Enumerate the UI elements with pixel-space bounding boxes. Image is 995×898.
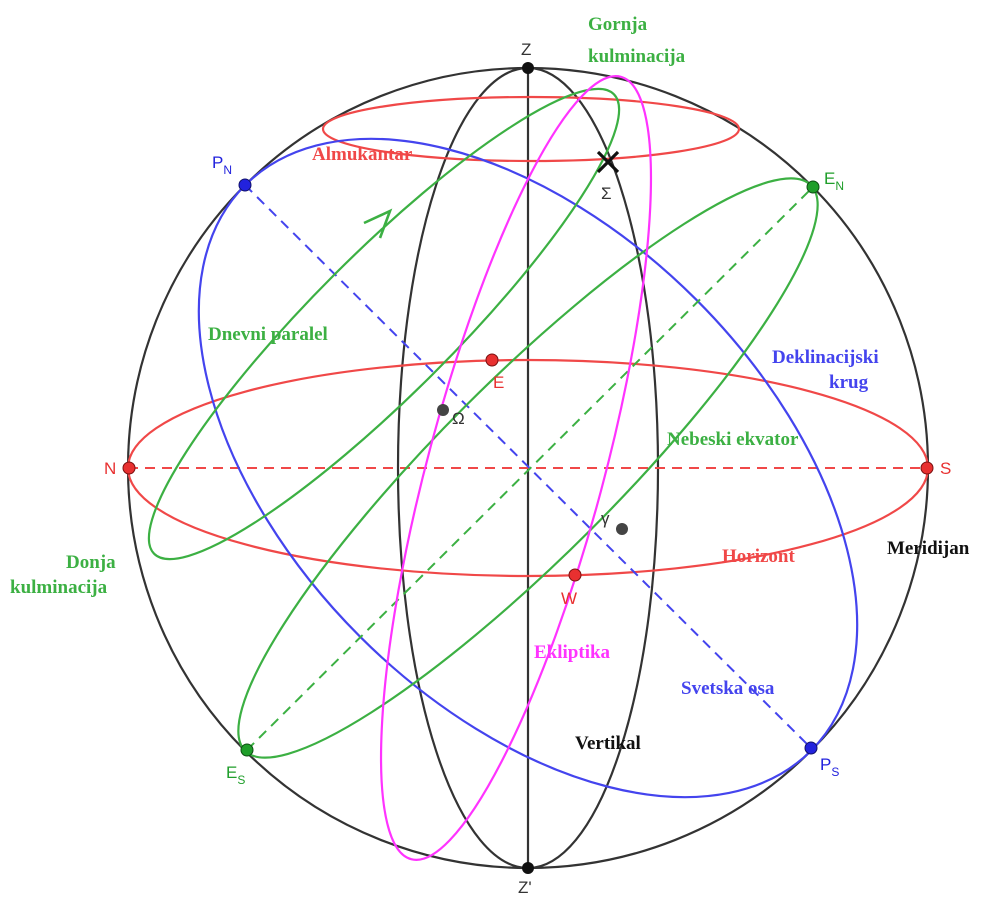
south-label: S	[940, 459, 951, 478]
vernal-point-dot	[616, 523, 628, 535]
ecliptic-circle	[379, 75, 653, 861]
vernal-point-label: γ	[601, 509, 610, 528]
horizon-label: Horizont	[722, 546, 795, 567]
equator-north-label: EN	[824, 169, 844, 193]
vertical-label: Vertikal	[575, 733, 641, 754]
south-pole-point	[804, 741, 818, 755]
south-pole-label: PS	[820, 755, 839, 779]
meridian-label: Meridijan	[887, 538, 970, 559]
almucantar-label: Almukantar	[312, 144, 413, 165]
ecliptic-label: Ekliptika	[534, 642, 611, 663]
nadir-point	[522, 862, 534, 874]
world-axis-label: Svetska osa	[681, 678, 775, 699]
ascending-node-point	[437, 404, 449, 416]
zenith-label: Z	[521, 40, 531, 59]
nadir-label: Z'	[518, 878, 532, 897]
ascending-node-label: Ω	[452, 409, 465, 428]
declination-circle-label: Deklinacijski krug	[772, 347, 883, 393]
north-label: N	[104, 459, 116, 478]
upper-culmination-label: Gornja kulminacija	[588, 14, 686, 67]
equator-south-point	[240, 743, 254, 757]
north-pole-point	[238, 178, 252, 192]
star-label: Σ	[601, 184, 612, 203]
west-point	[568, 568, 582, 582]
world-axis-line	[244, 184, 812, 749]
almucantar-circle	[321, 95, 741, 163]
equator-diameter-line	[246, 186, 814, 751]
zenith-point	[522, 62, 534, 74]
east-point	[485, 353, 499, 367]
daily-parallel-circle	[147, 87, 621, 561]
equator-north-point	[806, 180, 820, 194]
equator-south-label: ES	[226, 763, 245, 787]
west-label: W	[561, 589, 577, 608]
direction-arrow	[363, 208, 393, 239]
lower-culmination-label: Donja kulminacija	[10, 552, 120, 598]
east-label: E	[493, 373, 504, 392]
north-pole-label: PN	[212, 153, 232, 177]
celestial-equator-label: Nebeski ekvator	[667, 429, 799, 450]
south-point	[920, 461, 934, 475]
north-point	[122, 461, 136, 475]
star-marker	[596, 150, 620, 174]
daily-parallel-label: Dnevni paralel	[208, 324, 328, 345]
